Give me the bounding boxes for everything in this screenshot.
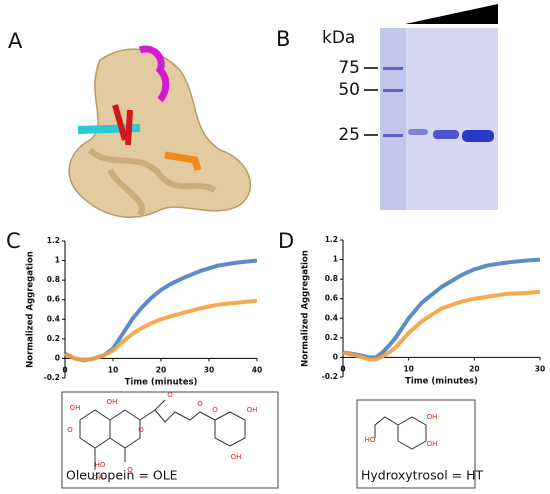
y-tick-label: 0 [55,353,60,362]
data-line [64,258,258,363]
atom-label: OH [231,453,242,461]
y-tick-label: 0 [333,352,338,361]
y-tick-label: 0.4 [325,313,338,322]
atom-label: HO [95,461,106,469]
gel-unit: kDa [322,28,355,48]
y-tick-label: 0.6 [47,295,60,304]
x-axis-label: Time (minutes) [125,378,198,388]
y-tick-label: 1 [333,255,338,264]
x-tick-label: 10 [108,365,118,374]
y-tick-label: 1 [55,256,60,265]
x-tick-label: 40 [252,365,262,374]
y-tick-label: 0.4 [47,314,60,323]
x-tick-label: 20 [156,365,166,374]
atom-label: O [67,426,73,434]
atom-label: OH [107,398,118,406]
atom-label: O [167,391,173,399]
gel-marker-label: 25 [338,125,360,145]
gel-marker-label: 50 [338,80,360,100]
atom-label: O [212,406,218,414]
y-tick-label: 0.6 [325,294,338,303]
molecule-caption: Hydroxytrosol = HT [361,468,484,483]
panel-label: B [276,27,290,51]
data-line [64,298,258,363]
atom-label: OH [70,404,81,412]
gel-marker-label: 75 [338,58,360,78]
atom-label: OH [93,474,104,482]
gel-image [380,4,498,210]
x-tick-label: 30 [204,365,214,374]
y-axis-label: Normalized Aggregation [26,251,36,368]
atom-label: OH [427,440,438,448]
x-tick-label: 10 [403,364,413,373]
atom-label: O [197,400,203,408]
panel-label: A [8,29,23,53]
y-tick-label: 0.2 [325,333,338,342]
y-axis-label: Normalized Aggregation [301,250,311,367]
y-tick-label: -0.2 [322,372,338,381]
y-tick-label: 0.2 [47,334,60,343]
protein-structure [68,45,251,218]
panel-label: D [278,229,294,253]
panel-label: C [6,229,21,253]
y-tick-label: 0.8 [325,274,338,283]
x-tick-label: 0 [340,364,345,373]
atom-label: OH [247,406,258,414]
x-tick-label: 30 [535,364,545,373]
y-tick-label: 0.8 [47,275,60,284]
molecule-caption: Oleuropein = OLE [66,468,178,483]
atom-label: O [138,426,144,434]
y-tick-label: 1.2 [325,235,338,244]
data-line [342,289,541,362]
molecule-drawing [79,399,427,470]
atom-label: HO [365,436,376,444]
molecule-box [356,399,476,489]
x-axis-label: Time (minutes) [405,377,478,387]
x-tick-label: 0 [62,365,67,374]
atom-label: O [127,466,133,474]
x-tick-label: 20 [469,364,479,373]
y-tick-label: -0.2 [44,373,60,382]
atom-label: OH [427,413,438,421]
y-tick-label: 1.2 [47,236,60,245]
